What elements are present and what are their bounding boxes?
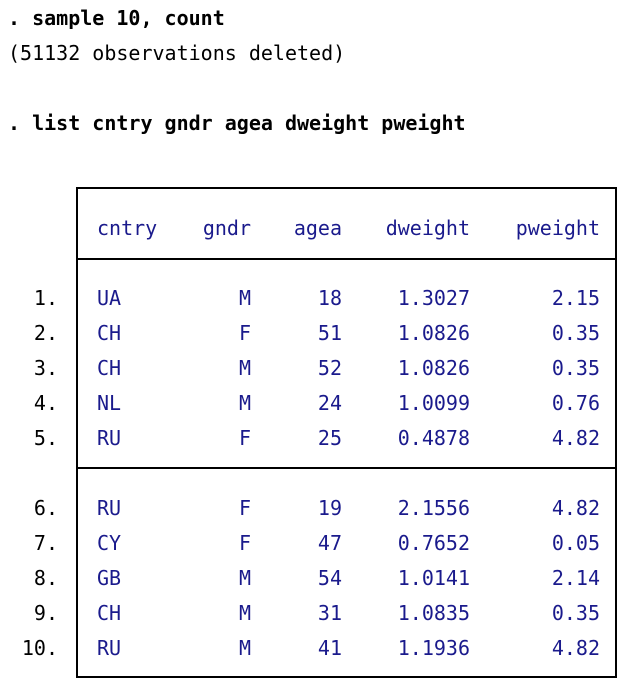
output-observations-deleted: (51132 observations deleted): [8, 41, 346, 65]
table-cell-agea: 54: [317, 566, 342, 590]
table-cell-pweight: 4.82: [551, 496, 600, 520]
table-cell-dweight: 0.7652: [397, 531, 470, 555]
table-cell-cntry: UA: [97, 286, 122, 310]
table-cell-gndr: M: [238, 566, 251, 590]
table-cell-dweight: 1.1936: [397, 636, 470, 660]
table-cell-pweight: 2.15: [551, 286, 600, 310]
table-cell-pweight: 0.35: [551, 601, 600, 625]
table-cell-dweight: 1.3027: [397, 286, 470, 310]
table-cell-pweight: 4.82: [551, 426, 600, 450]
row-number: 6.: [33, 496, 58, 520]
column-header-agea: agea: [293, 216, 342, 240]
table-cell-cntry: RU: [97, 426, 122, 450]
table-cell-gndr: M: [238, 286, 251, 310]
table-cell-cntry: RU: [97, 636, 122, 660]
table-cell-agea: 52: [317, 356, 342, 380]
header-divider: [76, 258, 617, 260]
table-cell-agea: 31: [317, 601, 342, 625]
row-number: 5.: [33, 426, 58, 450]
table-cell-dweight: 1.0141: [397, 566, 470, 590]
table-cell-gndr: M: [238, 636, 251, 660]
column-header-dweight: dweight: [385, 216, 470, 240]
row-number: 9.: [33, 601, 58, 625]
table-cell-dweight: 1.0099: [397, 391, 470, 415]
table-cell-gndr: F: [238, 426, 251, 450]
table-cell-dweight: 2.1556: [397, 496, 470, 520]
table-cell-cntry: CY: [97, 531, 122, 555]
row-number: 4.: [33, 391, 58, 415]
table-cell-pweight: 0.76: [551, 391, 600, 415]
table-cell-gndr: F: [238, 531, 251, 555]
table-cell-cntry: RU: [97, 496, 122, 520]
row-number: 10.: [21, 636, 58, 660]
row-number: 3.: [33, 356, 58, 380]
group-divider: [76, 467, 617, 469]
table-cell-gndr: M: [238, 356, 251, 380]
table-cell-agea: 19: [317, 496, 342, 520]
column-header-cntry: cntry: [97, 216, 158, 240]
row-number: 8.: [33, 566, 58, 590]
table-cell-agea: 41: [317, 636, 342, 660]
table-cell-gndr: F: [238, 496, 251, 520]
command-sample: . sample 10, count: [8, 6, 225, 30]
column-header-gndr: gndr: [202, 216, 251, 240]
table-cell-pweight: 4.82: [551, 636, 600, 660]
table-cell-cntry: CH: [97, 601, 122, 625]
table-cell-cntry: NL: [97, 391, 122, 415]
table-cell-cntry: GB: [97, 566, 122, 590]
table-cell-agea: 47: [317, 531, 342, 555]
table-cell-pweight: 0.05: [551, 531, 600, 555]
table-cell-cntry: CH: [97, 321, 122, 345]
table-cell-gndr: M: [238, 391, 251, 415]
table-cell-dweight: 0.4878: [397, 426, 470, 450]
table-cell-pweight: 0.35: [551, 321, 600, 345]
table-cell-pweight: 2.14: [551, 566, 600, 590]
table-cell-agea: 51: [317, 321, 342, 345]
column-header-pweight: pweight: [515, 216, 600, 240]
list-table: [76, 187, 617, 678]
table-cell-agea: 24: [317, 391, 342, 415]
table-cell-pweight: 0.35: [551, 356, 600, 380]
command-list: . list cntry gndr agea dweight pweight: [8, 111, 466, 135]
table-cell-dweight: 1.0826: [397, 356, 470, 380]
table-cell-dweight: 1.0826: [397, 321, 470, 345]
table-cell-agea: 25: [317, 426, 342, 450]
row-number: 7.: [33, 531, 58, 555]
row-number: 1.: [33, 286, 58, 310]
row-number: 2.: [33, 321, 58, 345]
table-cell-dweight: 1.0835: [397, 601, 470, 625]
table-cell-gndr: F: [238, 321, 251, 345]
table-cell-agea: 18: [317, 286, 342, 310]
table-cell-cntry: CH: [97, 356, 122, 380]
table-cell-gndr: M: [238, 601, 251, 625]
